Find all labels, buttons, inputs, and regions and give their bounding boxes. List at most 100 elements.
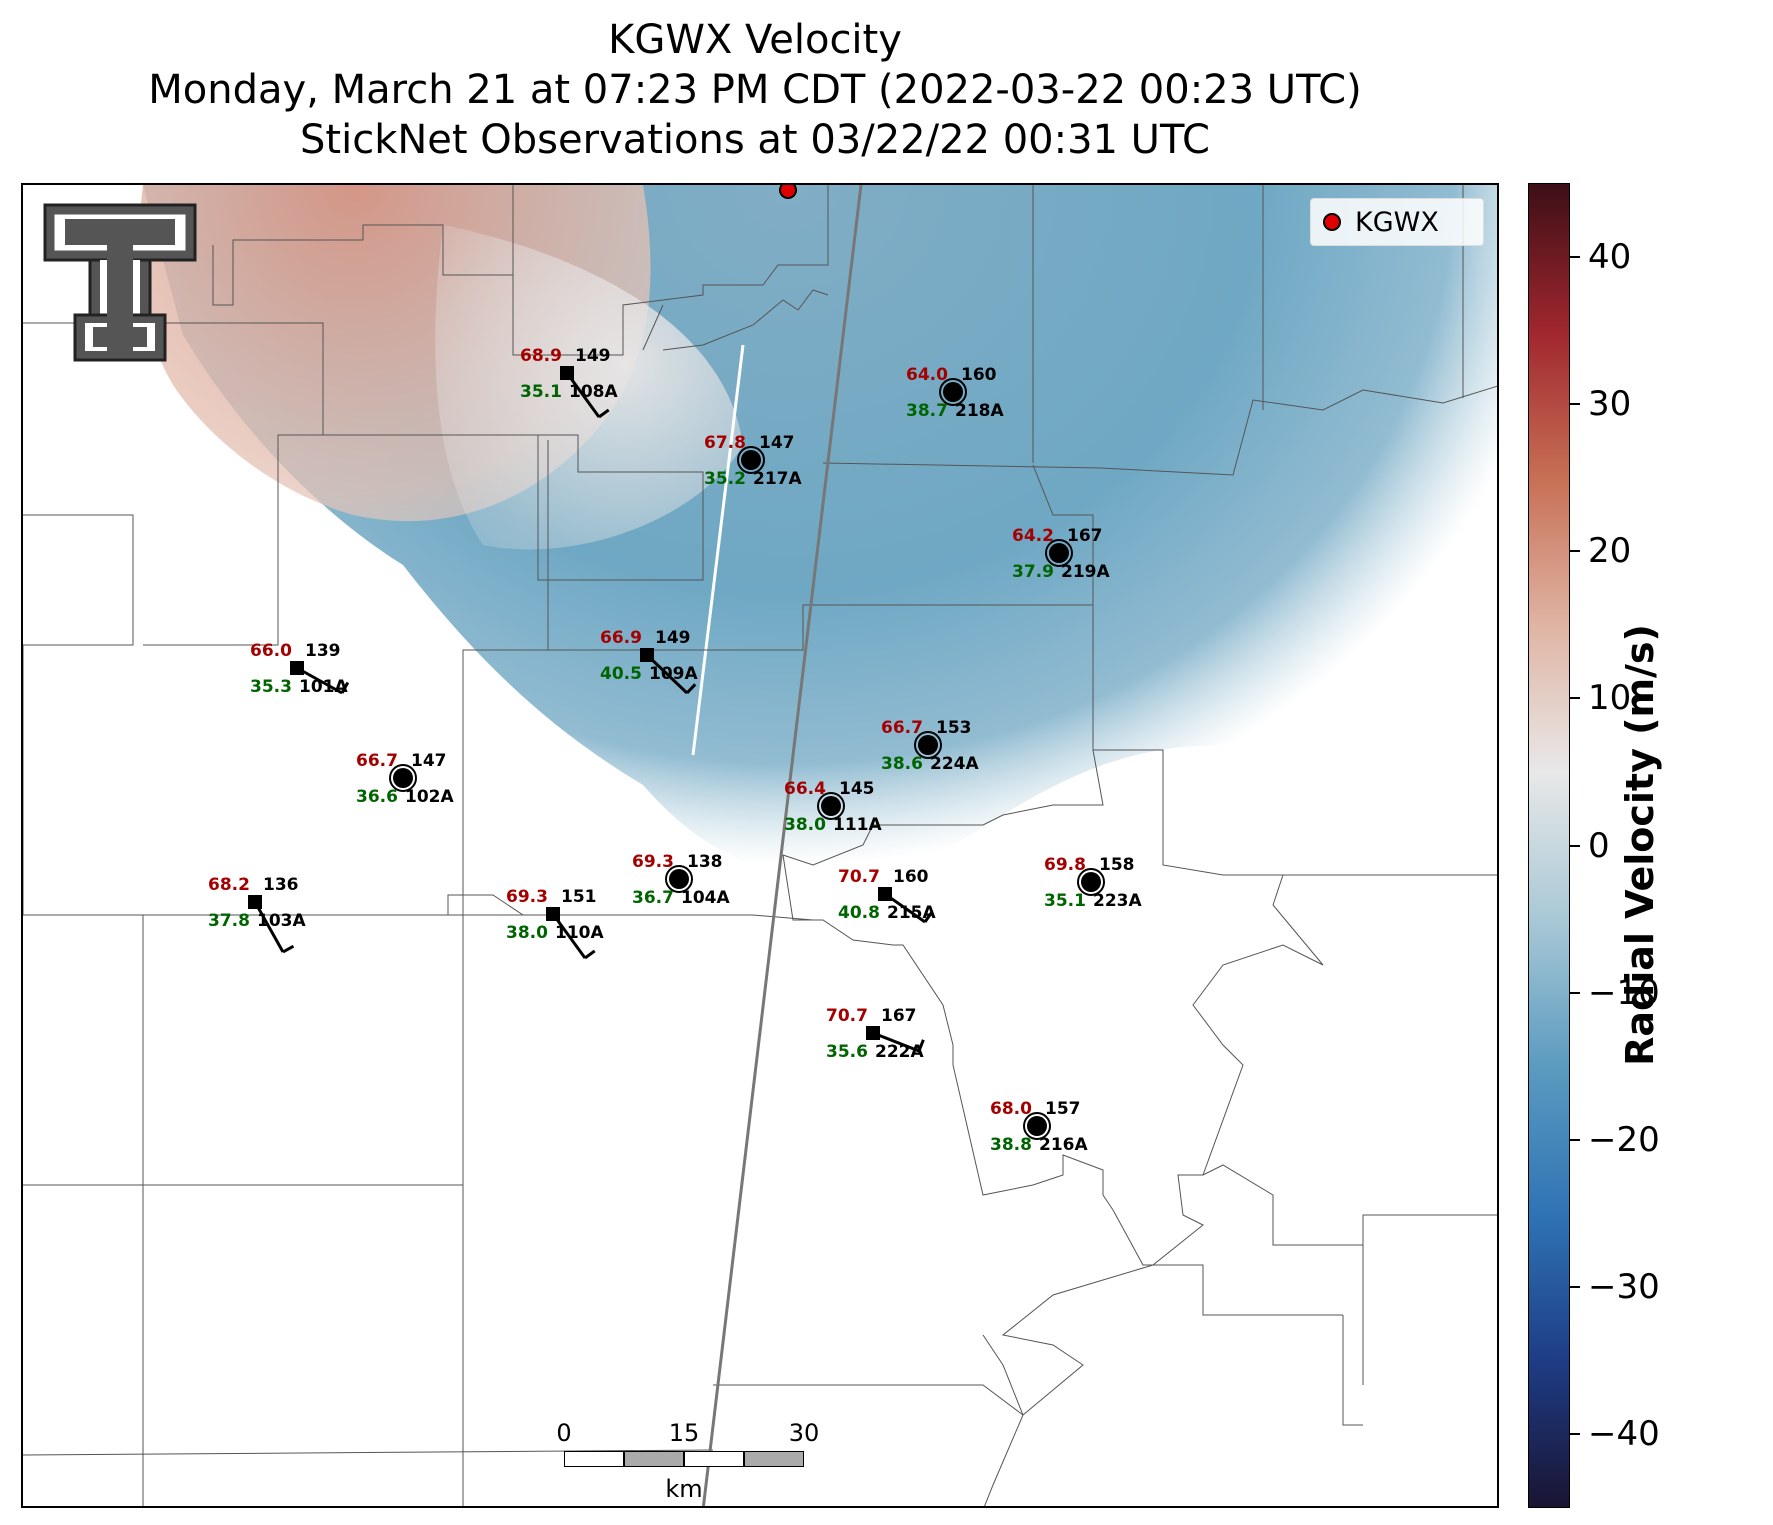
station-marker-square [866,1026,880,1040]
colorbar-tick-mark [1570,844,1580,847]
station-223A[interactable]: 69.8 158 35.1 223A [1044,855,1142,911]
wind-barb-flag [584,949,596,960]
station-id: 104A [681,888,730,908]
station-temperature: 66.7 [356,751,398,771]
station-pressure: 160 [893,867,929,887]
wind-barb [565,372,601,418]
colorbar-tick-mark [1570,991,1580,994]
station-dewpoint: 38.0 [506,923,548,943]
title-datetime: Monday, March 21 at 07:23 PM CDT (2022-0… [148,67,1362,113]
map-canvas[interactable]: 68.9 149 35.1 108A 64.0 160 38.7 218A 67.8 147 35.… [23,185,1499,1508]
station-101A[interactable]: 66.0 139 35.3 101A [250,641,350,697]
colorbar-tick-mark [1570,255,1580,258]
station-dewpoint: 36.7 [632,888,674,908]
colorbar [1528,183,1570,1508]
state-boundary-line [701,185,863,1506]
colorbar-tick-mark [1570,1138,1580,1141]
station-219A[interactable]: 64.2 167 37.9 219A [1012,526,1110,582]
wind-barb-flag [282,944,295,954]
station-marker-calm-circle [393,768,413,788]
station-222A[interactable]: 70.7 167 35.6 222A [826,1006,925,1062]
station-109A[interactable]: 66.9 149 40.5 109A [600,628,698,695]
station-dewpoint: 36.6 [356,787,398,807]
station-dewpoint: 37.9 [1012,562,1054,582]
station-marker-ring [939,378,967,406]
colorbar-tick-label: 0 [1588,825,1610,866]
scale-tick-15: 15 [668,1419,700,1447]
station-dewpoint: 35.3 [250,677,292,697]
station-dewpoint: 38.0 [784,815,826,835]
station-224A[interactable]: 66.7 153 38.6 224A [881,718,979,774]
wind-barb-flag [685,683,697,695]
station-pressure: 158 [1099,855,1135,875]
station-temperature: 70.7 [838,867,880,887]
scale-unit: km [665,1475,703,1503]
station-pressure: 147 [759,433,795,453]
station-marker-square [560,366,574,380]
station-marker-square [248,895,262,909]
station-temperature: 67.8 [704,433,746,453]
wind-barb [296,666,343,695]
station-218A[interactable]: 64.0 160 38.7 218A [906,365,1004,421]
colorbar-tick-label: 40 [1588,236,1632,277]
station-temperature: 66.4 [784,779,826,799]
station-216A[interactable]: 68.0 157 38.8 216A [990,1099,1088,1155]
station-110A[interactable]: 69.3 151 38.0 110A [506,887,604,960]
station-id: 111A [833,815,882,835]
colorbar-tick-label: 30 [1588,383,1632,424]
station-dewpoint: 35.1 [520,382,562,402]
station-pressure: 157 [1045,1099,1081,1119]
station-id: 103A [257,911,306,931]
station-marker-calm-circle [943,382,963,402]
colorbar-tick-label: 20 [1588,531,1632,572]
station-215A[interactable]: 70.7 160 40.8 215A [838,867,936,924]
wind-barb-flag [923,911,934,923]
station-marker-ring [1045,539,1073,567]
station-dewpoint: 35.6 [826,1042,868,1062]
radar-site-marker[interactable] [779,185,797,199]
station-104A[interactable]: 69.3 138 36.7 104A [632,852,730,908]
colorbar-tick-mark [1570,1286,1580,1289]
station-marker-square [878,887,892,901]
station-pressure: 151 [561,887,597,907]
station-217A[interactable]: 67.8 147 35.2 217A [704,433,802,489]
station-dewpoint: 35.1 [1044,891,1086,911]
station-marker-ring [914,731,942,759]
station-temperature: 68.9 [520,346,562,366]
station-id: 108A [569,382,618,402]
station-103A[interactable]: 68.2 136 37.8 103A [208,875,306,954]
station-pressure: 139 [305,641,341,661]
station-id: 217A [753,469,802,489]
station-pressure: 149 [655,628,691,648]
map-panel[interactable]: 68.9 149 35.1 108A 64.0 160 38.7 218A 67.8 147 35.… [21,183,1499,1508]
station-111A[interactable]: 66.4 145 38.0 111A [784,779,882,835]
station-108A[interactable]: 68.9 149 35.1 108A [520,346,618,419]
station-temperature: 66.0 [250,641,292,661]
texas-tech-logo [43,203,197,362]
station-id: 224A [930,754,979,774]
station-pressure: 145 [839,779,875,799]
scale-bar [564,1451,804,1471]
station-dewpoint: 40.5 [600,664,642,684]
scale-tick-0: 0 [556,1419,572,1447]
station-marker-calm-circle [669,869,689,889]
station-pressure: 167 [881,1006,917,1026]
station-id: 219A [1061,562,1110,582]
station-temperature: 70.7 [826,1006,868,1026]
station-marker-calm-circle [918,735,938,755]
station-pressure: 153 [936,718,972,738]
scale-tick-30: 30 [788,1419,820,1447]
station-marker-calm-circle [821,796,841,816]
station-pressure: 149 [575,346,611,366]
colorbar-tick-label: −40 [1588,1414,1660,1455]
station-id: 110A [555,923,604,943]
map-legend: KGWX [1310,198,1484,246]
radar-site-legend-icon [1323,213,1341,231]
colorbar-tick-label: 10 [1588,678,1632,719]
station-dewpoint: 38.7 [906,401,948,421]
wind-barb [872,1031,920,1053]
station-id: 218A [955,401,1004,421]
title-radar: KGWX Velocity [608,17,902,63]
station-dewpoint: 38.6 [881,754,923,774]
station-102A[interactable]: 66.7 147 36.6 102A [356,751,454,807]
